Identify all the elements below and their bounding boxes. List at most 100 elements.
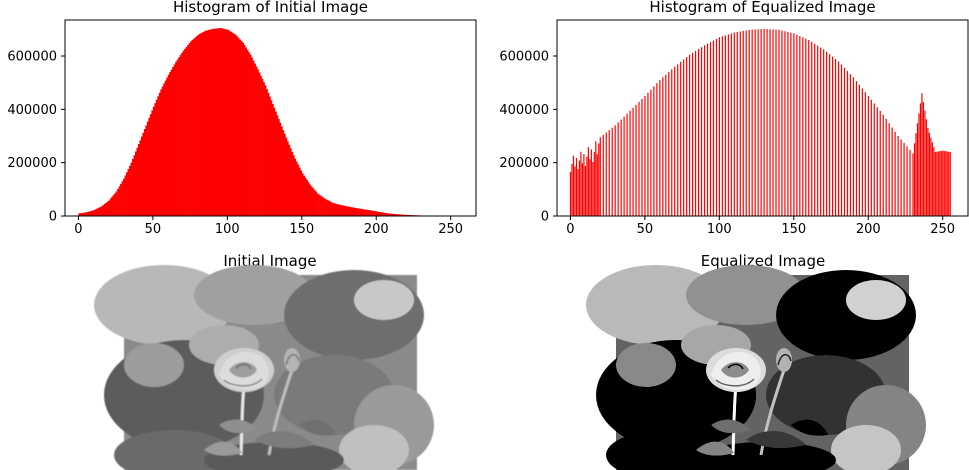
histogram-initial-bar — [210, 29, 213, 216]
histogram-equalized-bar — [921, 93, 923, 216]
histogram-equalized-bar — [581, 163, 584, 216]
histogram-initial-bar — [188, 43, 191, 217]
histogram-equalized-bar — [894, 131, 896, 216]
histogram-initial-bar — [368, 210, 371, 216]
histogram-equalized-bar — [608, 130, 610, 216]
histogram-initial-bar — [307, 182, 310, 216]
histogram-equalized-bar — [754, 29, 756, 216]
histogram-initial-bar — [319, 195, 322, 216]
histogram-initial-bar — [394, 214, 396, 216]
histogram-equalized-bar — [861, 88, 863, 216]
histogram-initial-bar — [292, 155, 295, 216]
histogram-equalized-bar — [745, 30, 747, 217]
histogram-initial-bar — [185, 46, 188, 216]
histogram-initial-bar — [358, 208, 361, 216]
histogram-equalized-bar — [593, 151, 595, 216]
histogram-equalized-bar — [700, 47, 703, 217]
hist-0-x-tick-label: 150 — [289, 222, 314, 237]
histogram-equalized-bar — [781, 30, 783, 217]
histogram-equalized-bar — [680, 61, 682, 216]
histogram-initial-bar — [365, 209, 368, 216]
histogram-equalized-bar — [742, 30, 744, 216]
histogram-equalized-bar — [623, 116, 625, 216]
histogram-equalized-bar — [712, 40, 715, 217]
histogram-initial-bar — [385, 213, 387, 216]
histogram-equalized-bar — [918, 113, 920, 216]
histogram-initial-bar — [355, 208, 358, 216]
histogram-initial-bar — [269, 96, 271, 216]
histogram-equalized-bar — [823, 49, 825, 217]
histogram-initial-bar — [200, 33, 203, 216]
hist-0-x-tick-label: 100 — [215, 222, 240, 237]
histogram-initial-bar — [82, 212, 85, 216]
histogram-equalized-bar — [811, 41, 813, 216]
histogram-initial-bar — [173, 64, 176, 216]
hist-1-y-tick-label: 200000 — [499, 156, 549, 171]
histogram-equalized-bar — [879, 110, 881, 216]
histogram-equalized-bar — [635, 104, 637, 216]
histogram-initial-bar — [78, 213, 81, 216]
histogram-equalized-bar — [927, 128, 929, 216]
histogram-equalized-bar — [787, 31, 789, 216]
histogram-initial-bar — [270, 100, 273, 216]
histogram-initial-bar — [327, 200, 329, 216]
histogram-initial-bar — [96, 208, 99, 216]
histogram-equalized-bar — [919, 103, 922, 216]
histogram-equalized-bar — [903, 142, 905, 216]
initial-image — [92, 263, 436, 470]
histogram-initial-bar — [103, 204, 106, 216]
histogram-equalized-bar — [574, 166, 576, 216]
histogram-initial-bar — [106, 201, 109, 216]
histogram-equalized-bar — [694, 50, 697, 216]
histogram-initial-bar — [252, 60, 255, 217]
histogram-equalized-bar — [686, 57, 688, 216]
histogram-initial-bar — [298, 167, 301, 216]
histogram-equalized-frame — [556, 19, 969, 217]
histogram-equalized-bar — [924, 110, 926, 216]
histogram-initial-bar — [343, 205, 346, 216]
histogram-initial-bar — [356, 208, 359, 216]
histogram-equalized-bar — [748, 29, 750, 216]
histogram-equalized-bar — [846, 70, 849, 216]
histogram-equalized-bar — [796, 34, 798, 216]
histogram-initial-bar — [271, 104, 274, 216]
histogram-initial-bar — [341, 205, 344, 216]
histogram-initial-bar — [233, 33, 236, 216]
histogram-equalized-bar — [834, 58, 837, 216]
histogram-initial-bar — [167, 74, 170, 217]
histogram-equalized-plot: 0 50 100 150 200 250 0 200000 400000 600000 — [499, 28, 955, 237]
histogram-initial-bar — [245, 47, 247, 216]
histogram-equalized-bar — [882, 114, 884, 216]
histogram-equalized-bar — [870, 99, 872, 216]
hist-0-x-tick-label: 200 — [364, 222, 389, 237]
histogram-equalized-bar — [913, 143, 916, 216]
histogram-equalized-bar — [858, 84, 860, 216]
histogram-initial-bar — [158, 92, 161, 216]
histogram-initial-bar — [258, 72, 261, 217]
histogram-initial-bar — [149, 114, 152, 216]
histogram-initial-bar — [371, 210, 374, 216]
histogram-initial-bar — [228, 30, 231, 217]
histogram-initial-bar — [178, 57, 180, 217]
histogram-equalized-bar — [826, 51, 828, 216]
histogram-initial-bar — [288, 144, 291, 216]
histogram-equalized-bar — [808, 40, 810, 216]
histogram-equalized-bar — [772, 29, 774, 216]
histogram-initial-bar — [115, 191, 118, 216]
hist-1-y-tick-label: 0 — [541, 210, 549, 225]
hist-1-x-tick-label: 250 — [930, 222, 955, 237]
histogram-initial-bar — [139, 140, 142, 216]
histogram-initial-bar — [274, 111, 277, 216]
histogram-equalized-bar — [909, 149, 911, 216]
histogram-initial-bar — [391, 213, 393, 216]
histogram-initial-bar — [243, 45, 246, 216]
histogram-initial-bar — [251, 57, 253, 216]
histogram-initial-bar — [79, 213, 82, 216]
histogram-initial-bar — [215, 28, 218, 217]
histogram-equalized-bar — [584, 166, 586, 216]
histogram-initial-bar — [350, 207, 353, 216]
histogram-equalized-bar — [855, 81, 858, 216]
histogram-equalized-bar — [931, 142, 933, 216]
histogram-initial-bar — [315, 191, 317, 216]
histogram-initial-bar — [157, 96, 160, 216]
